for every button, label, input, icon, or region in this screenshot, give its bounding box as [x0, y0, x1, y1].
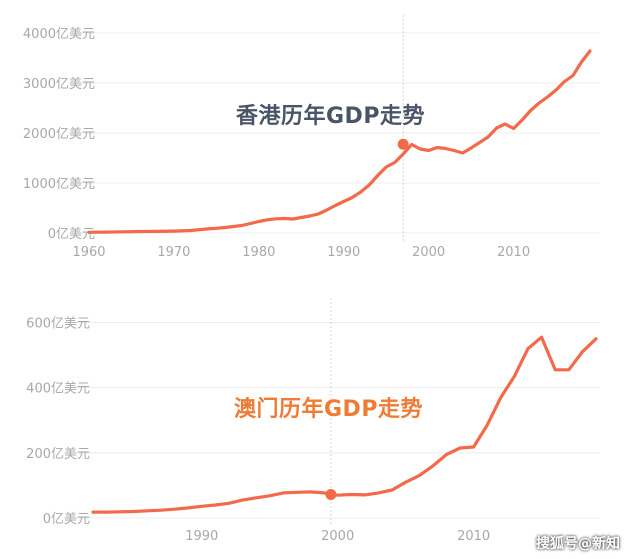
hk-highlight-point [397, 138, 409, 150]
macau-chart-title: 澳门历年GDP走势 [234, 397, 423, 422]
mo-y-tick-label: 0亿美元 [43, 512, 90, 527]
hk-y-tick-label: 1000亿美元 [23, 177, 95, 192]
hk-x-tick-label: 1980 [242, 245, 275, 260]
mo-highlight-point [325, 489, 337, 501]
hk-y-tick-label: 2000亿美元 [23, 127, 95, 142]
macau-gdp-chart: 0亿美元 200亿美元 400亿美元 600亿美元 1990 2000 2010 [26, 298, 600, 544]
hong-kong-gdp-chart: 0亿美元 1000亿美元 2000亿美元 3000亿美元 4000亿美元 1960 1970… [23, 15, 600, 260]
mo-x-tick-label: 2000 [321, 529, 354, 544]
mo-y-tick-label: 200亿美元 [26, 447, 90, 462]
mo-gdp-line [91, 335, 598, 514]
mo-y-tick-label: 600亿美元 [26, 317, 90, 332]
mo-y-tick-label: 400亿美元 [26, 382, 90, 397]
hk-x-tick-label: 2010 [497, 245, 530, 260]
mo-x-tick-label: 1990 [185, 529, 218, 544]
hk-x-tick-label: 1990 [327, 245, 360, 260]
hk-y-tick-label: 4000亿美元 [23, 27, 95, 42]
watermark-text: 搜狐号@新知 [536, 536, 620, 552]
hong-kong-chart-title: 香港历年GDP走势 [236, 104, 425, 129]
hk-x-tick-label: 1970 [157, 245, 190, 260]
mo-x-tick-label: 2010 [457, 529, 490, 544]
hk-x-tick-label: 1960 [72, 245, 105, 260]
hk-x-tick-label: 2000 [412, 245, 445, 260]
hk-gdp-line [87, 49, 592, 234]
hk-y-tick-label: 0亿美元 [48, 227, 95, 242]
hk-y-tick-label: 3000亿美元 [23, 77, 95, 92]
